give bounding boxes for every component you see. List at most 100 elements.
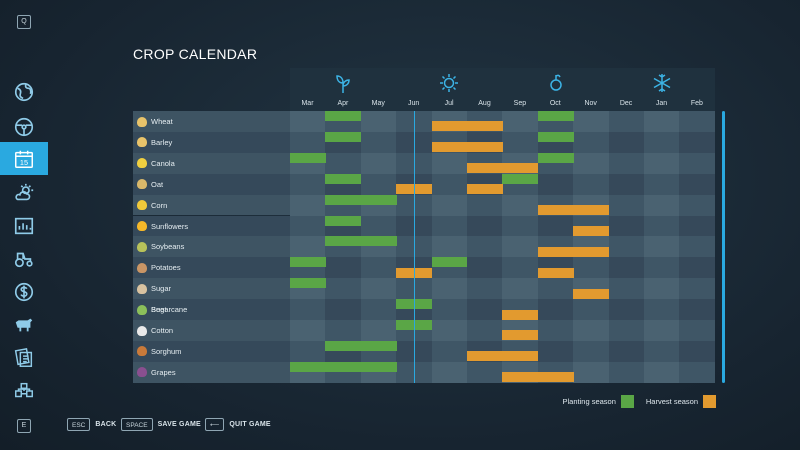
planting-season-bar [431, 257, 468, 268]
back-label: BACK [95, 421, 117, 428]
sorghum-icon [137, 346, 147, 357]
crop-row-label-background [133, 340, 290, 362]
planting-season-bar [360, 194, 397, 205]
calendar-cell [537, 340, 574, 363]
harvest-season-bar [537, 267, 574, 278]
chart-icon [14, 217, 34, 234]
month-label-dec: Dec [619, 100, 633, 107]
calendar-cell [573, 340, 610, 363]
calendar-cell [573, 257, 610, 279]
calendar-cell [537, 320, 574, 342]
calendar-cell [644, 173, 680, 196]
planting-season-bar [325, 215, 362, 226]
planting-season-bar [325, 194, 362, 205]
sun-icon [440, 74, 459, 92]
nav-statistics[interactable] [0, 209, 48, 242]
save-game-button[interactable]: SPACE SAVE GAME [121, 418, 201, 431]
planting-season-bar [290, 152, 326, 163]
sunflower-icon [137, 221, 147, 231]
calendar-cell [679, 257, 716, 279]
planting-season-bar [290, 257, 326, 268]
snowflake-icon [653, 74, 671, 92]
cow-icon [15, 318, 33, 331]
sprout-icon [336, 75, 350, 93]
calendar-cell [679, 131, 716, 154]
month-label-aug: Aug [478, 100, 491, 107]
calendar-cell [679, 278, 716, 300]
calendar-cell [608, 320, 645, 342]
harvest-season-bar [573, 246, 610, 257]
calendar-cell [644, 320, 680, 342]
crop-name: Canola [151, 158, 175, 168]
planting-season-bar [360, 340, 397, 351]
calendar-cell [431, 320, 468, 342]
calendar-cell [360, 173, 397, 196]
harvest-season-bar [573, 288, 610, 299]
back-button[interactable]: ESC BACK [67, 418, 116, 431]
nav-calendar[interactable]: 15 [0, 142, 48, 175]
calendar-cell [290, 320, 326, 342]
prev-page-key[interactable]: Q [17, 15, 31, 29]
calendar-cell [608, 131, 645, 154]
canola-icon [137, 158, 147, 169]
nav-map[interactable] [0, 75, 48, 108]
leaf-icon [549, 74, 562, 91]
calendar-cell [467, 299, 503, 321]
sidebar: Q 15 E [0, 0, 48, 450]
planting-season-bar [537, 131, 574, 142]
nav-vehicles[interactable] [0, 110, 48, 143]
crop-name: Grapes [151, 367, 176, 377]
crop-name: Sugar Beet [151, 284, 172, 315]
month-label-feb: Feb [690, 100, 703, 107]
calendar-cell [360, 152, 397, 175]
nav-weather[interactable] [0, 176, 48, 209]
nav-contracts[interactable] [0, 341, 48, 374]
planting-season-bar [325, 111, 362, 121]
scrollbar[interactable] [722, 111, 725, 383]
cotton-icon [137, 325, 147, 336]
calendar-cell [290, 111, 326, 133]
calendar-cell [290, 340, 326, 363]
corn-icon [137, 200, 147, 211]
harvest-season-bar [502, 351, 539, 362]
calendar-cell [431, 215, 468, 237]
harvest-season-bar [467, 351, 503, 362]
calendar-cell [644, 152, 680, 175]
harvest-season-bar [467, 142, 503, 153]
harvest-season-bar [573, 225, 610, 236]
calendar-cell [644, 111, 680, 133]
calendar-cell [467, 215, 503, 237]
calendar-cell [502, 194, 539, 216]
calendar-cell [290, 173, 326, 196]
calendar-cell [608, 299, 645, 321]
nav-garage[interactable] [0, 242, 48, 275]
calendar-cell [608, 340, 645, 363]
calendar-cell [290, 299, 326, 321]
calendar-cell [573, 361, 610, 384]
calendar-cell [360, 131, 397, 154]
sugarbeet-icon [137, 283, 147, 294]
calendar-cell [573, 320, 610, 342]
calendar-cell [431, 194, 468, 216]
harvest-season-bar [467, 121, 503, 132]
calendar-cell [644, 340, 680, 363]
next-page-key[interactable]: E [17, 419, 31, 433]
calendar-cell [537, 173, 574, 196]
calendar-cell [679, 215, 716, 237]
planting-season-bar [325, 173, 362, 184]
nav-production[interactable] [0, 374, 48, 407]
nav-finances[interactable] [0, 275, 48, 308]
nav-animals[interactable] [0, 308, 48, 341]
calendar-cell [325, 320, 362, 342]
calendar-cell [679, 194, 716, 216]
calendar-cell [467, 194, 503, 216]
crop-row-label-background [133, 257, 290, 279]
month-label-may: May [371, 100, 385, 107]
calendar-cell [431, 340, 468, 363]
calendar-cell [325, 152, 362, 175]
calendar-cell [644, 236, 680, 258]
calendar-cell [679, 340, 716, 363]
crop-name: Oat [151, 179, 164, 189]
quit-game-button[interactable]: ⟵ QUIT GAME [205, 418, 271, 431]
harvest-season-bar [502, 372, 539, 383]
